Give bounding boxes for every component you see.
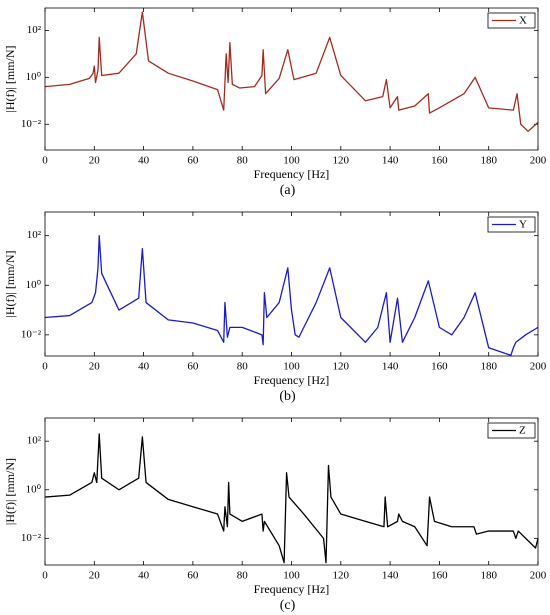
y-tick-label: 10² <box>27 435 42 447</box>
y-tick-label: 10⁻² <box>21 328 42 340</box>
x-tick-label: 160 <box>431 361 448 373</box>
panel-caption: (a) <box>280 183 296 198</box>
x-tick-label: 200 <box>530 361 547 373</box>
y-axis-label: |H(f)| [mm/N] <box>3 250 17 317</box>
y-tick-label: 10⁰ <box>26 279 42 291</box>
y-axis-label: |H(f)| [mm/N] <box>3 458 17 525</box>
x-tick-label: 120 <box>333 155 350 167</box>
x-tick-label: 100 <box>283 570 300 582</box>
y-tick-label: 10² <box>27 24 42 36</box>
y-tick-label: 10² <box>27 229 42 241</box>
x-tick-label: 20 <box>89 155 101 167</box>
x-tick-label: 200 <box>530 155 547 167</box>
x-tick-label: 140 <box>382 570 399 582</box>
y-tick-label: 10⁻² <box>21 118 42 130</box>
legend-label: Z <box>519 425 526 437</box>
x-tick-label: 60 <box>187 570 199 582</box>
x-tick-label: 80 <box>237 155 249 167</box>
x-tick-label: 160 <box>431 570 448 582</box>
x-tick-label: 0 <box>42 155 48 167</box>
x-tick-label: 80 <box>237 361 249 373</box>
panel-caption: (b) <box>279 389 296 404</box>
plot-area <box>45 212 538 356</box>
x-tick-label: 80 <box>237 570 249 582</box>
legend-label: X <box>519 15 527 27</box>
x-tick-label: 100 <box>283 155 300 167</box>
x-tick-label: 180 <box>480 570 497 582</box>
x-axis-label: Frequency [Hz] <box>254 373 330 387</box>
x-tick-label: 140 <box>382 361 399 373</box>
x-tick-label: 180 <box>480 361 497 373</box>
x-tick-label: 180 <box>480 155 497 167</box>
x-tick-label: 0 <box>42 361 48 373</box>
data-line <box>44 235 539 356</box>
panel-caption: (c) <box>280 598 296 613</box>
plot-frame <box>44 7 539 151</box>
plot-frame <box>44 211 539 357</box>
data-line <box>44 11 539 132</box>
x-axis-label: Frequency [Hz] <box>254 167 330 181</box>
x-tick-label: 40 <box>138 570 150 582</box>
x-tick-label: 120 <box>333 361 350 373</box>
x-axis-label: Frequency [Hz] <box>254 582 330 596</box>
x-tick-label: 140 <box>382 155 399 167</box>
x-tick-label: 0 <box>42 570 48 582</box>
plot-area <box>45 418 538 565</box>
x-tick-label: 100 <box>283 361 300 373</box>
x-tick-label: 160 <box>431 155 448 167</box>
x-tick-label: 40 <box>138 155 150 167</box>
data-line <box>44 433 539 564</box>
legend-label: Y <box>519 219 527 231</box>
x-tick-label: 20 <box>89 570 101 582</box>
plot-frame <box>44 417 539 566</box>
plot-area <box>45 8 538 150</box>
x-tick-label: 200 <box>530 570 547 582</box>
x-tick-label: 60 <box>187 155 199 167</box>
y-axis-label: |H(f)| [mm/N] <box>3 45 17 112</box>
x-tick-label: 120 <box>333 570 350 582</box>
y-tick-label: 10⁰ <box>26 483 42 495</box>
y-tick-label: 10⁰ <box>26 71 42 83</box>
y-tick-label: 10⁻² <box>21 532 42 544</box>
x-tick-label: 20 <box>89 361 101 373</box>
x-tick-label: 40 <box>138 361 150 373</box>
x-tick-label: 60 <box>187 361 199 373</box>
